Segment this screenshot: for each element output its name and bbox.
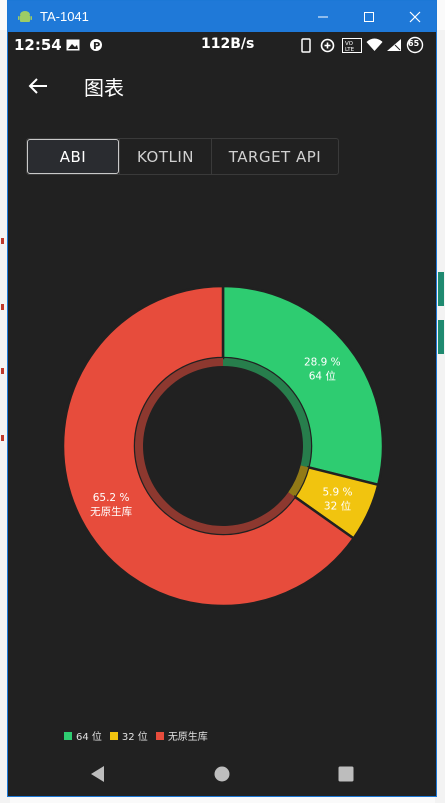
- app-bar: 图表: [8, 58, 436, 114]
- battery-level: 65: [408, 39, 419, 48]
- battery-indicator: 65: [406, 37, 424, 53]
- network-speed: 112B/s: [201, 36, 254, 52]
- home-circle-icon: [214, 766, 230, 782]
- arrow-left-icon: [28, 77, 48, 95]
- maximize-icon: [363, 11, 375, 23]
- vibrate-icon: [301, 37, 311, 53]
- slice-name-label: 无原生库: [90, 505, 132, 518]
- recents-square-icon: [338, 766, 354, 782]
- back-triangle-icon: [90, 765, 106, 783]
- bg-mark: [1, 304, 4, 310]
- navigation-bar: [8, 751, 436, 797]
- legend-swatch: [156, 732, 164, 740]
- slice-percent-label: 65.2 %: [93, 492, 130, 504]
- back-button[interactable]: [18, 66, 58, 106]
- legend-item-no-native[interactable]: 无原生库: [156, 728, 208, 743]
- bg-mark: [1, 368, 4, 374]
- page-title: 图表: [84, 72, 124, 101]
- wifi-icon: [366, 37, 383, 53]
- close-icon: [409, 11, 421, 23]
- slice-percent-label: 5.9 %: [323, 487, 353, 499]
- image-icon: [66, 37, 80, 53]
- volte-icon: VO LTE: [342, 37, 362, 53]
- donut-slice[interactable]: 28.9 %64 位: [223, 286, 383, 485]
- maximize-button[interactable]: [346, 1, 392, 32]
- legend-label: 无原生库: [168, 728, 208, 743]
- nav-recents-button[interactable]: [338, 766, 354, 786]
- close-button[interactable]: [392, 1, 438, 32]
- status-bar: 12:54 P 112B/s VO LTE: [8, 32, 436, 58]
- tab-target-api[interactable]: TARGET API: [211, 139, 338, 174]
- bg-mark: [438, 320, 444, 354]
- legend-item-32bit[interactable]: 32 位: [110, 728, 148, 743]
- android-screen: 12:54 P 112B/s VO LTE: [8, 32, 436, 796]
- data-saver-icon: [320, 37, 335, 53]
- slice-percent-label: 28.9 %: [304, 356, 341, 368]
- window-title: TA-1041: [40, 9, 89, 24]
- emulator-window: TA-1041 12:54 P 112B/s: [7, 0, 437, 797]
- slice-name-label: 64 位: [309, 369, 337, 382]
- svg-text:P: P: [93, 41, 100, 52]
- status-time: 12:54: [14, 36, 62, 54]
- parking-icon: P: [90, 37, 102, 53]
- bg-mark: [438, 272, 444, 306]
- legend-label: 64 位: [76, 728, 102, 743]
- donut-chart: 28.9 %64 位 5.9 %32 位 65.2 %无原生库: [8, 272, 436, 632]
- tab-abi[interactable]: ABI: [27, 139, 119, 174]
- nav-back-button[interactable]: [90, 765, 106, 787]
- android-icon: [18, 10, 32, 24]
- slice-name-label: 32 位: [324, 500, 352, 513]
- window-titlebar[interactable]: TA-1041: [8, 1, 436, 32]
- minimize-button[interactable]: [300, 1, 346, 32]
- minimize-icon: [317, 11, 329, 23]
- bg-mark: [1, 435, 4, 441]
- legend-item-64bit[interactable]: 64 位: [64, 728, 102, 743]
- legend-swatch: [110, 732, 118, 740]
- legend-label: 32 位: [122, 728, 148, 743]
- tab-label: TARGET API: [229, 148, 321, 166]
- chart-legend: 64 位 32 位 无原生库: [64, 728, 208, 743]
- nav-home-button[interactable]: [214, 766, 230, 786]
- tab-label: ABI: [60, 148, 86, 166]
- bg-mark: [1, 238, 4, 244]
- segmented-tabs: ABI KOTLIN TARGET API: [26, 138, 339, 175]
- tab-label: KOTLIN: [137, 148, 194, 166]
- cellular-signal-icon: [386, 37, 402, 53]
- svg-text:LTE: LTE: [345, 47, 355, 53]
- tab-kotlin[interactable]: KOTLIN: [119, 139, 211, 174]
- legend-swatch: [64, 732, 72, 740]
